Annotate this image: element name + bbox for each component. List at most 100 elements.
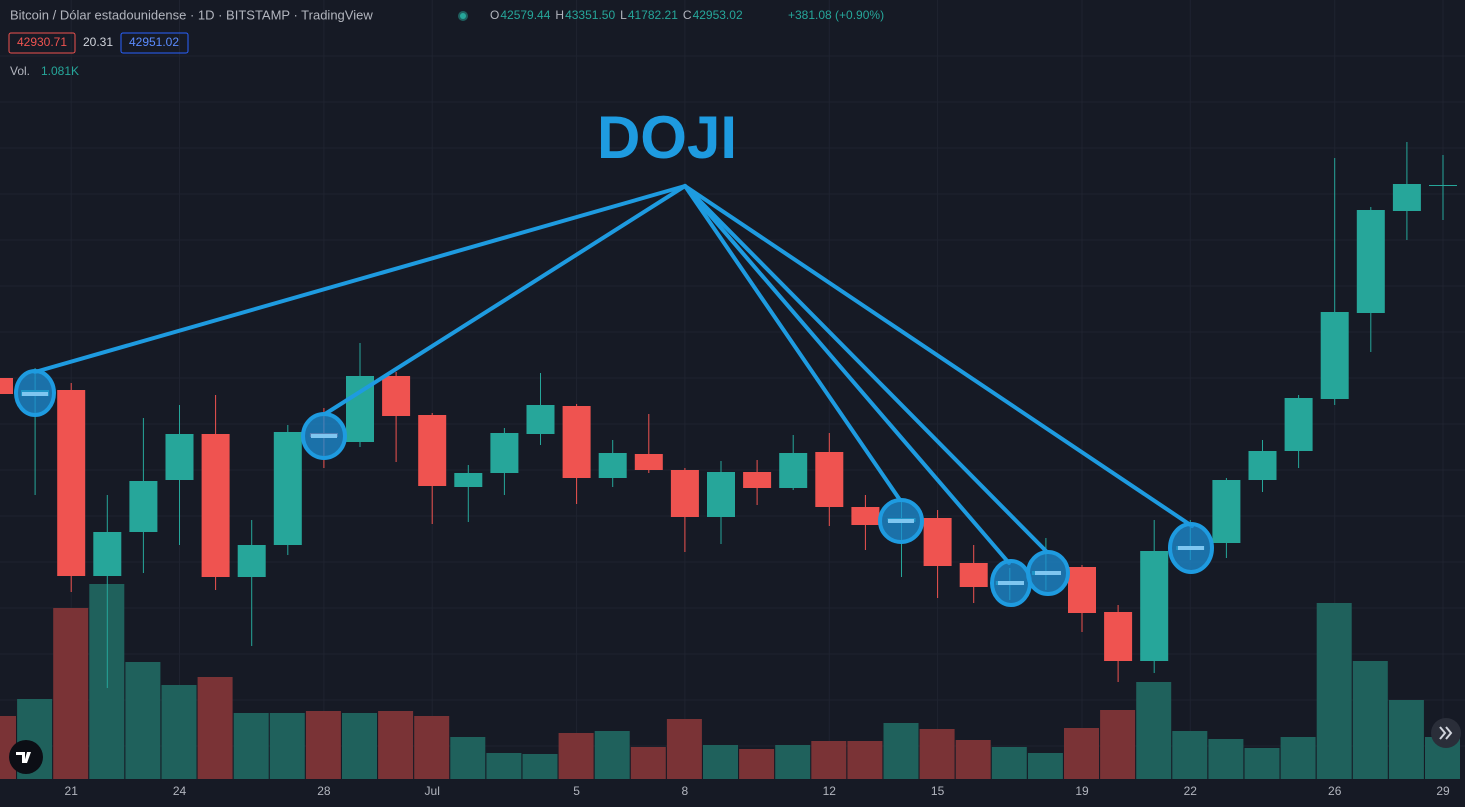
- x-tick-label: 28: [317, 784, 331, 798]
- volume-bar: [1027, 753, 1063, 779]
- volume-bar: [161, 685, 197, 779]
- ohlc-label: L: [620, 8, 627, 22]
- bid-box[interactable]: [8, 32, 76, 54]
- volume-bar: [594, 731, 630, 779]
- volume-bar: [558, 733, 594, 779]
- doji-dashes: [22, 392, 1204, 585]
- ohlc-value: 43351.50: [565, 8, 615, 22]
- volume-bar: [666, 719, 702, 779]
- pointer-line: [323, 184, 687, 416]
- annotation-lines: [33, 184, 1194, 565]
- volume-bar: [847, 741, 883, 779]
- x-tick-label: Jul: [425, 784, 440, 798]
- x-tick-label: 22: [1184, 784, 1198, 798]
- ohlc-label: O: [490, 8, 499, 22]
- volume-bar: [991, 747, 1027, 779]
- ohlc-label: H: [555, 8, 564, 22]
- x-tick-label: 26: [1328, 784, 1342, 798]
- candle-body: [1320, 312, 1349, 399]
- volume-bar: [1280, 737, 1316, 779]
- volume-bar: [1244, 748, 1280, 779]
- volume-bar: [378, 711, 414, 779]
- volume-bar: [486, 753, 522, 779]
- volume-label: Vol.: [10, 64, 30, 78]
- candle-layer: [0, 142, 1457, 688]
- candle-body: [1140, 551, 1169, 661]
- candle-body: [634, 454, 663, 470]
- x-tick-label: 12: [823, 784, 837, 798]
- candle-body: [598, 453, 627, 478]
- x-tick-label: 8: [682, 784, 689, 798]
- candle-body: [1429, 185, 1457, 186]
- volume-bar: [739, 749, 775, 779]
- symbol-title: Bitcoin / Dólar estadounidense · 1D · BI…: [10, 7, 373, 22]
- candle-body: [237, 545, 266, 577]
- candle-body: [959, 563, 988, 587]
- candle-body: [743, 472, 772, 488]
- candle-body: [923, 518, 952, 566]
- candle-body: [57, 390, 86, 576]
- volume-bar: [1136, 682, 1172, 779]
- volume-bar: [125, 662, 161, 779]
- pointer-line: [683, 184, 1048, 553]
- candle-body: [201, 434, 230, 577]
- volume-bar: [1100, 710, 1136, 779]
- volume-bar: [919, 729, 955, 779]
- candle-body: [1392, 184, 1421, 211]
- bid: 42930.71: [17, 35, 67, 49]
- x-axis: 21 24 28 Jul 5 8 12 15 19 22 26 29: [65, 784, 1450, 798]
- volume-bar: [342, 713, 377, 779]
- scroll-icon: [1439, 726, 1453, 740]
- pointer-line: [683, 184, 902, 502]
- volume-bar: [1352, 661, 1388, 779]
- x-tick-label: 5: [573, 784, 580, 798]
- volume-bar: [450, 737, 486, 779]
- pointer-line: [33, 184, 687, 374]
- candle-body: [454, 473, 483, 487]
- ask: 42951.02: [129, 35, 179, 49]
- spread: 20.31: [83, 35, 113, 49]
- volume-bar: [1172, 731, 1208, 779]
- candle-body: [562, 406, 591, 478]
- volume-bar: [305, 711, 341, 779]
- volume-bar: [1388, 700, 1424, 779]
- candle-body: [1212, 480, 1241, 543]
- candle-body: [670, 470, 699, 517]
- pointer-line: [683, 184, 1011, 565]
- logo-mark: [16, 752, 31, 763]
- volume-bar: [1316, 603, 1352, 779]
- volume-bar: [414, 716, 450, 779]
- volume-bar: [630, 747, 666, 779]
- candle-body: [418, 415, 447, 486]
- volume-layer: [0, 584, 1460, 779]
- volume-bar: [811, 741, 847, 779]
- volume-bar: [955, 740, 991, 779]
- volume-bar: [233, 713, 269, 779]
- volume-bar: [1064, 728, 1099, 779]
- x-tick-label: 21: [65, 784, 79, 798]
- x-tick-label: 15: [931, 784, 945, 798]
- volume-bar: [197, 677, 233, 779]
- volume-bar: [269, 713, 305, 779]
- ohlc-value: 41782.21: [628, 8, 678, 22]
- candle-body: [815, 452, 844, 507]
- volume-value: 1.081K: [41, 64, 79, 78]
- candle-body: [1248, 451, 1277, 480]
- volume-bar: [703, 745, 738, 779]
- status-dot-core: [460, 13, 466, 19]
- ohlc: O 42579.44 H 43351.50 L 41782.21 C 42953.02: [490, 8, 743, 22]
- candle-body: [382, 376, 411, 416]
- candle-body: [707, 472, 735, 517]
- volume-bar: [1208, 739, 1244, 779]
- annotation: DOJI: [597, 104, 737, 171]
- ask-box[interactable]: [120, 32, 189, 54]
- volume-bar: [522, 754, 558, 779]
- volume-bar: [883, 723, 919, 779]
- candle-body: [1356, 210, 1385, 313]
- candle-body: [93, 532, 122, 576]
- candle-body: [851, 507, 880, 525]
- change: +381.08 (+0.90%): [788, 8, 884, 22]
- x-tick-label: 29: [1436, 784, 1450, 798]
